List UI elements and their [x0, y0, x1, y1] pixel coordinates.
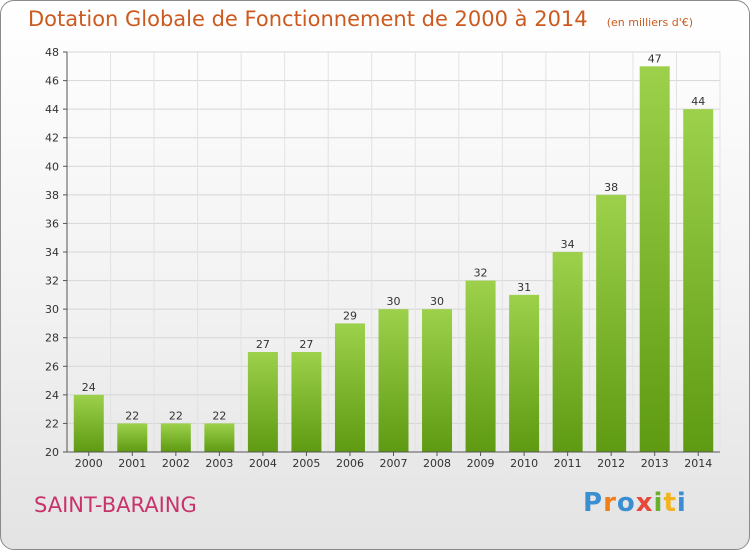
x-tick-label: 2010	[510, 457, 538, 470]
y-tick-label: 24	[45, 389, 59, 402]
bar-2013[interactable]	[639, 66, 670, 453]
bar-2003[interactable]	[204, 423, 235, 452]
bar-2012[interactable]	[596, 194, 627, 452]
x-tick-label: 2007	[380, 457, 408, 470]
logo-letter: x	[635, 488, 654, 518]
y-tick-label: 44	[45, 103, 59, 116]
y-tick-label: 30	[45, 303, 59, 316]
x-tick-label: 2004	[249, 457, 277, 470]
x-tick-label: 2011	[554, 457, 582, 470]
chart-title: Dotation Globale de Fonctionnement de 20…	[28, 7, 588, 31]
bar-2000[interactable]	[73, 394, 104, 452]
bar-2008[interactable]	[422, 309, 453, 452]
value-label: 22	[212, 409, 226, 422]
logo-letter: r	[603, 488, 617, 518]
y-tick-label: 26	[45, 360, 59, 373]
x-tick-label: 2008	[423, 457, 451, 470]
y-tick-label: 34	[45, 246, 59, 259]
y-tick-label: 22	[45, 417, 59, 430]
x-tick-label: 2002	[162, 457, 190, 470]
value-label: 24	[82, 381, 96, 394]
y-tick-label: 36	[45, 217, 59, 230]
logo-letter: t	[663, 488, 677, 518]
value-label: 31	[517, 281, 531, 294]
bar-2010[interactable]	[509, 294, 540, 452]
bar-layer: 24 22 22 22 27 27 29 30 30 32 31 34 38 47 44	[73, 52, 714, 453]
value-label: 47	[648, 52, 662, 65]
proxiti-logo[interactable]: Proxiti	[583, 488, 687, 518]
bar-2007[interactable]	[378, 309, 409, 452]
x-tick-label: 2000	[75, 457, 103, 470]
logo-letter: i	[653, 488, 664, 518]
value-label: 30	[430, 295, 444, 308]
bar-2014[interactable]	[683, 109, 714, 453]
value-label: 30	[387, 295, 401, 308]
logo-letter: i	[676, 488, 687, 518]
y-tick-label: 42	[45, 132, 59, 145]
value-label: 32	[474, 267, 488, 280]
x-tick-label: 2013	[641, 457, 669, 470]
chart-subtitle: (en milliers d'€)	[606, 16, 694, 29]
x-tick-label: 2012	[597, 457, 625, 470]
value-label: 22	[169, 409, 183, 422]
y-tick-label: 40	[45, 160, 59, 173]
x-tick-label: 2014	[684, 457, 712, 470]
x-tick-label: 2001	[118, 457, 146, 470]
bar-2001[interactable]	[117, 423, 148, 452]
bar-2002[interactable]	[160, 423, 191, 452]
value-label: 27	[299, 338, 313, 351]
bar-2011[interactable]	[552, 252, 583, 452]
logo-letter: P	[583, 488, 604, 518]
bar-2005[interactable]	[291, 352, 322, 452]
y-tick-label: 28	[45, 332, 59, 345]
bar-2009[interactable]	[465, 280, 496, 452]
y-tick-label: 38	[45, 189, 59, 202]
axis-layer: 20 22 24 26 28 30 32 34 36 38 40 42 44 46 48 2000 2001 20…	[45, 46, 720, 470]
x-tick-label: 2005	[292, 457, 320, 470]
y-tick-label: 48	[45, 46, 59, 59]
x-tick-label: 2009	[467, 457, 495, 470]
bar-2006[interactable]	[334, 323, 365, 452]
value-label: 38	[604, 181, 618, 194]
y-tick-label: 32	[45, 275, 59, 288]
x-tick-label: 2003	[205, 457, 233, 470]
value-label: 27	[256, 338, 270, 351]
y-tick-label: 46	[45, 75, 59, 88]
value-label: 22	[125, 409, 139, 422]
logo-letter: o	[616, 488, 636, 518]
value-label: 29	[343, 309, 357, 322]
value-label: 44	[691, 95, 705, 108]
title-row: Dotation Globale de Fonctionnement de 20…	[28, 7, 693, 31]
value-label: 34	[561, 238, 575, 251]
y-tick-label: 20	[45, 446, 59, 459]
bar-2004[interactable]	[247, 352, 278, 452]
commune-name: SAINT-BARAING	[34, 493, 197, 517]
x-tick-label: 2006	[336, 457, 364, 470]
